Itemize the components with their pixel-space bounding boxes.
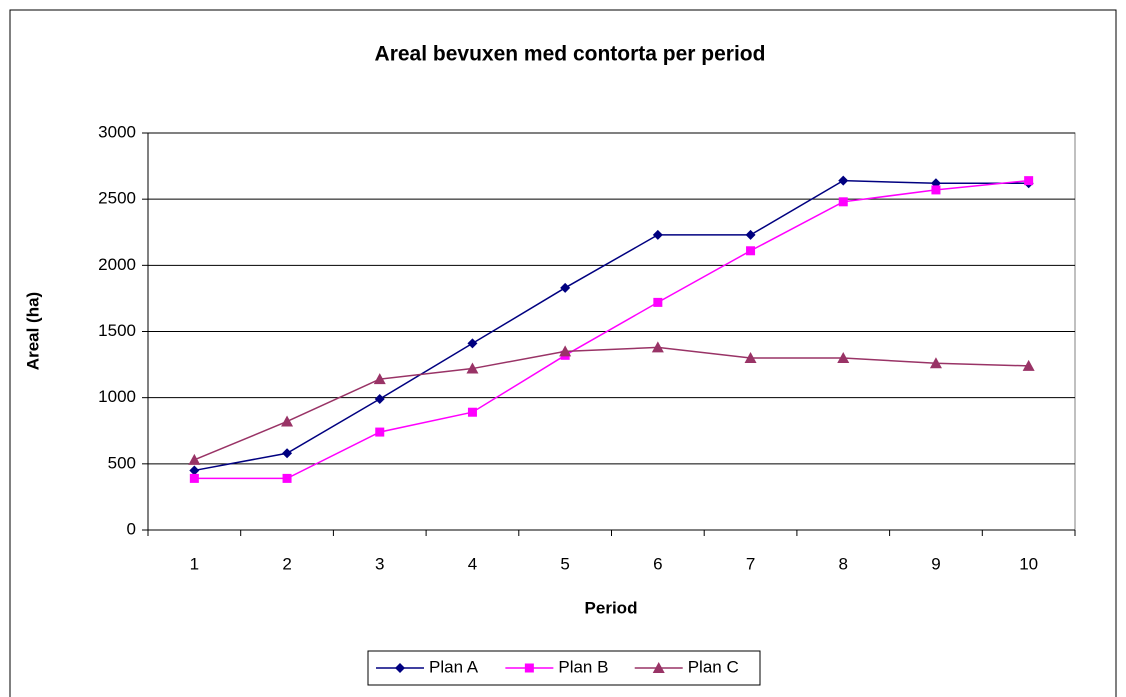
- marker: [653, 297, 663, 307]
- marker: [652, 662, 665, 673]
- series-line: [194, 346, 1029, 461]
- x-tick-label: 3: [375, 554, 384, 573]
- marker: [467, 407, 477, 417]
- marker: [560, 282, 571, 293]
- marker: [1022, 359, 1035, 371]
- legend-label: Plan B: [558, 657, 608, 676]
- y-tick-label: 1500: [98, 321, 136, 340]
- marker: [189, 473, 199, 483]
- x-tick-label: 2: [282, 554, 291, 573]
- x-tick-label: 5: [560, 554, 569, 573]
- marker: [373, 373, 386, 385]
- y-axis-label: Areal (ha): [23, 292, 42, 370]
- legend-label: Plan C: [688, 657, 739, 676]
- marker: [466, 362, 479, 374]
- marker: [281, 415, 294, 427]
- series-line: [194, 179, 1029, 472]
- chart-title: Areal bevuxen med contorta per period: [375, 43, 766, 66]
- marker: [524, 663, 534, 673]
- marker: [838, 175, 849, 186]
- marker: [745, 229, 756, 240]
- marker: [651, 341, 664, 353]
- y-tick-label: 0: [127, 519, 136, 538]
- marker: [838, 197, 848, 207]
- marker: [189, 465, 200, 476]
- marker: [652, 229, 663, 240]
- marker: [375, 427, 385, 437]
- x-tick-label: 9: [931, 554, 940, 573]
- marker: [559, 345, 572, 357]
- marker: [188, 453, 201, 465]
- series-line: [194, 179, 1029, 480]
- marker: [374, 393, 385, 404]
- marker: [744, 351, 757, 363]
- marker: [837, 351, 850, 363]
- x-tick-label: 6: [653, 554, 662, 573]
- y-tick-label: 500: [108, 453, 136, 472]
- y-tick-label: 3000: [98, 122, 136, 141]
- x-tick-label: 1: [190, 554, 199, 573]
- marker: [282, 473, 292, 483]
- x-axis-label: Period: [585, 598, 638, 617]
- marker: [467, 338, 478, 349]
- y-tick-label: 2500: [98, 189, 136, 208]
- marker: [931, 185, 941, 195]
- marker: [929, 357, 942, 369]
- marker: [746, 246, 756, 256]
- marker: [282, 448, 293, 459]
- y-tick-label: 1000: [98, 387, 136, 406]
- marker: [395, 663, 405, 673]
- x-tick-label: 8: [839, 554, 848, 573]
- x-tick-label: 7: [746, 554, 755, 573]
- x-tick-label: 4: [468, 554, 477, 573]
- marker: [1024, 176, 1034, 186]
- legend-box: [367, 650, 761, 686]
- y-tick-label: 2000: [98, 255, 136, 274]
- x-tick-label: 10: [1019, 554, 1038, 573]
- legend-label: Plan A: [429, 657, 479, 676]
